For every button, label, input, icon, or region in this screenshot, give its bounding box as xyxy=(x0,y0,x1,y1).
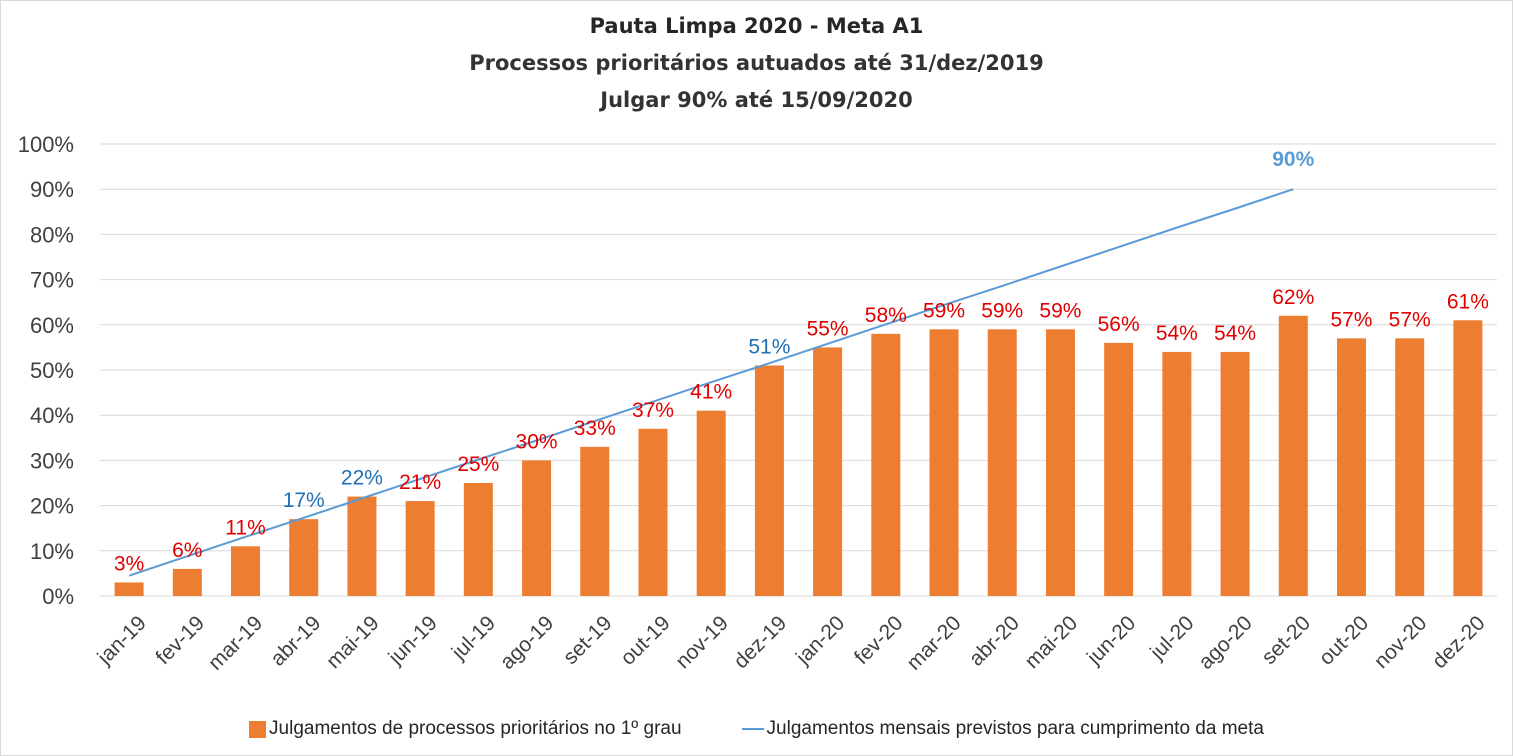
bar xyxy=(114,582,144,596)
y-tick-label: 80% xyxy=(30,222,74,247)
x-tick-label: abr-20 xyxy=(965,611,1024,670)
x-tick-label: out-20 xyxy=(1315,611,1373,669)
y-tick-label: 60% xyxy=(30,313,74,338)
bar-data-label: 11% xyxy=(225,516,265,539)
legend-label-line: Julgamentos mensais previstos para cumpr… xyxy=(766,718,1264,739)
x-tick-label: set-20 xyxy=(1257,611,1315,669)
bar-data-label: 56% xyxy=(1098,313,1140,336)
bar-data-label: 30% xyxy=(516,430,558,453)
line-end-label: 90% xyxy=(1272,148,1314,171)
bar-data-label: 54% xyxy=(1156,322,1198,345)
x-tick-label: mai-20 xyxy=(1020,611,1082,673)
bar xyxy=(1278,315,1308,596)
bar-data-label: 55% xyxy=(807,317,849,340)
bar-data-label: 37% xyxy=(632,399,674,422)
bar-data-label: 6% xyxy=(172,539,202,562)
bar xyxy=(289,519,319,596)
bar xyxy=(231,546,261,596)
bar xyxy=(463,483,493,596)
x-tick-label: jul-19 xyxy=(447,611,500,664)
x-tick-label: mar-20 xyxy=(902,611,965,674)
bar xyxy=(522,460,552,596)
x-tick-label: nov-19 xyxy=(671,611,733,673)
x-tick-label: abr-19 xyxy=(266,611,325,670)
y-tick-label: 0% xyxy=(42,584,74,609)
legend: Julgamentos de processos prioritários no… xyxy=(0,718,1513,740)
bar-data-label: 17% xyxy=(283,489,325,512)
bar-data-label: 22% xyxy=(341,467,383,490)
bar-data-label: 57% xyxy=(1330,308,1372,331)
bar-data-label: 61% xyxy=(1447,290,1489,313)
bar xyxy=(1162,351,1192,596)
chart-subtitle-1: Processos prioritários autuados até 31/d… xyxy=(469,51,1044,75)
bar-data-label: 59% xyxy=(1039,299,1081,322)
x-tick-label: out-19 xyxy=(616,611,674,669)
bar-data-label: 3% xyxy=(114,552,144,575)
bar xyxy=(172,568,202,596)
bar xyxy=(929,329,959,596)
bar xyxy=(638,428,668,596)
bar xyxy=(347,496,377,596)
bar-data-label: 25% xyxy=(457,453,499,476)
x-tick-label: jun-19 xyxy=(384,611,442,669)
target-line xyxy=(128,188,1294,577)
x-tick-label: mai-19 xyxy=(322,611,384,673)
legend-item-line: Julgamentos mensais previstos para cumpr… xyxy=(741,718,1264,740)
y-tick-label: 40% xyxy=(30,403,74,428)
bar-data-label: 21% xyxy=(399,471,441,494)
bar-data-label: 41% xyxy=(690,381,732,404)
bar-data-label: 62% xyxy=(1272,286,1314,309)
bar-data-label: 58% xyxy=(865,304,907,327)
bar-data-label: 51% xyxy=(748,335,790,358)
bar-data-label: 57% xyxy=(1389,308,1431,331)
bar-data-label: 54% xyxy=(1214,322,1256,345)
x-tick-label: jun-20 xyxy=(1082,611,1140,669)
bar-data-label: 59% xyxy=(923,299,965,322)
bar xyxy=(754,365,784,596)
legend-swatch-bar xyxy=(249,720,267,738)
bar xyxy=(696,410,726,596)
x-tick-label: ago-19 xyxy=(496,611,559,674)
x-tick-label: set-19 xyxy=(559,611,617,669)
bar-data-label: 33% xyxy=(574,417,616,440)
x-tick-label: mar-19 xyxy=(204,611,267,674)
chart-subtitle-2: Julgar 90% até 15/09/2020 xyxy=(600,88,913,112)
y-tick-label: 50% xyxy=(30,358,74,383)
bar xyxy=(405,501,435,596)
y-tick-label: 100% xyxy=(18,132,74,157)
x-tick-label: fev-19 xyxy=(151,611,209,669)
bar xyxy=(1453,320,1483,596)
y-tick-label: 70% xyxy=(30,268,74,293)
y-tick-label: 20% xyxy=(30,494,74,519)
bar xyxy=(580,446,610,596)
bar xyxy=(871,333,901,596)
x-tick-label: nov-20 xyxy=(1370,611,1432,673)
x-tick-label: dez-19 xyxy=(729,611,791,673)
y-tick-label: 10% xyxy=(30,539,74,564)
x-tick-label: jul-20 xyxy=(1145,611,1198,664)
legend-label-bars: Julgamentos de processos prioritários no… xyxy=(269,718,682,739)
bar xyxy=(1104,342,1134,596)
legend-swatch-line xyxy=(741,728,764,730)
x-tick-label: fev-20 xyxy=(850,611,908,669)
bar xyxy=(1045,329,1075,596)
y-tick-label: 90% xyxy=(30,177,74,202)
chart-title: Pauta Limpa 2020 - Meta A1 xyxy=(589,14,924,38)
x-tick-label: jan-19 xyxy=(93,611,151,669)
x-tick-label: ago-20 xyxy=(1194,611,1257,674)
bar-data-label: 59% xyxy=(981,299,1023,322)
bar xyxy=(813,347,843,596)
y-tick-label: 30% xyxy=(30,448,74,473)
bar xyxy=(1336,338,1366,596)
bar xyxy=(987,329,1017,596)
legend-item-bars: Julgamentos de processos prioritários no… xyxy=(249,718,682,740)
x-tick-label: dez-20 xyxy=(1428,611,1490,673)
x-tick-label: jan-20 xyxy=(791,611,849,669)
bar xyxy=(1395,338,1425,596)
bar xyxy=(1220,351,1250,596)
